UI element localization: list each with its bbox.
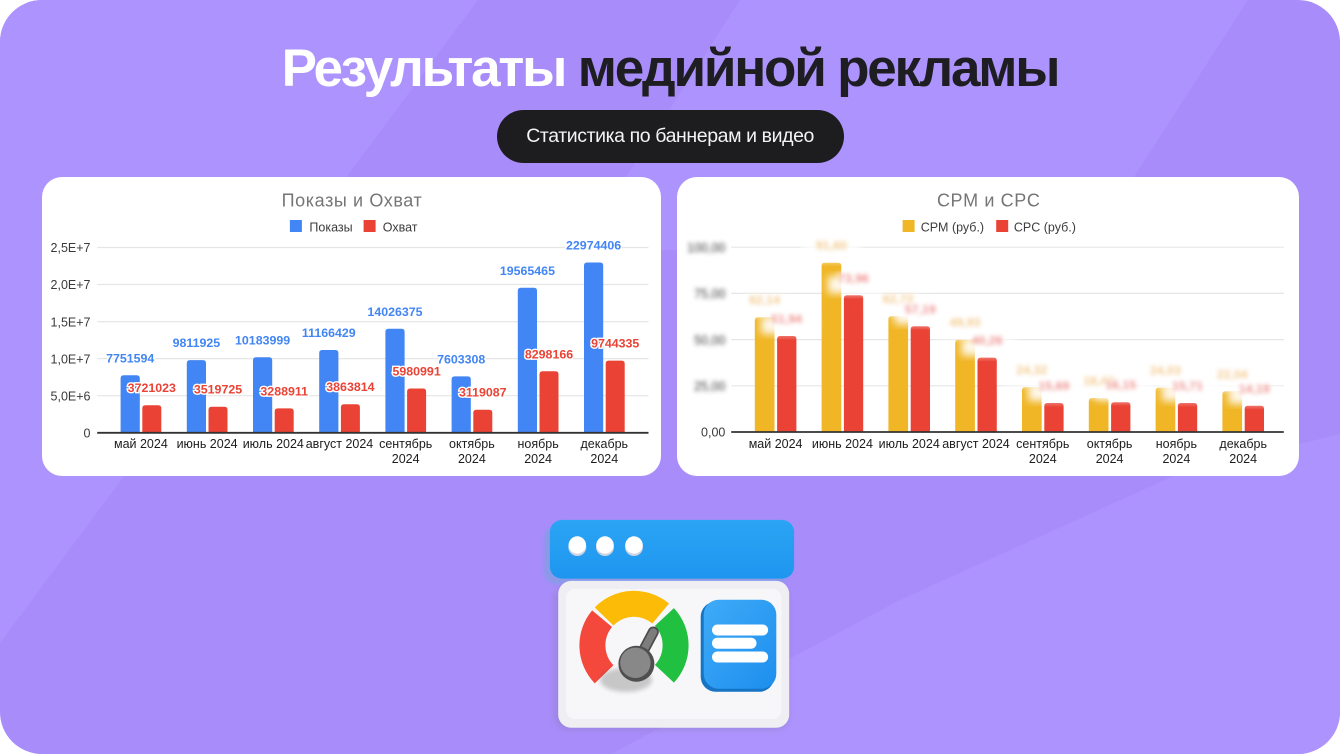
- svg-text:11166429: 11166429: [302, 326, 356, 340]
- svg-text:5980991: 5980991: [392, 365, 440, 379]
- svg-text:22974406: 22974406: [566, 239, 621, 253]
- svg-text:ноябрь: ноябрь: [517, 437, 558, 451]
- svg-text:14026375: 14026375: [367, 305, 422, 319]
- svg-text:24,03: 24,03: [1150, 364, 1181, 378]
- svg-text:ноябрь: ноябрь: [1156, 437, 1197, 451]
- svg-text:3119087: 3119087: [459, 386, 507, 400]
- svg-text:3288911: 3288911: [260, 384, 308, 398]
- svg-text:Показы и Охват: Показы и Охват: [282, 191, 423, 211]
- svg-text:декабрь: декабрь: [1219, 437, 1267, 451]
- svg-text:декабрь: декабрь: [581, 437, 629, 451]
- svg-text:2,0E+7: 2,0E+7: [51, 278, 91, 292]
- svg-text:9744335: 9744335: [591, 337, 639, 351]
- svg-text:июнь 2024: июнь 2024: [812, 437, 873, 451]
- svg-text:2024: 2024: [590, 452, 618, 466]
- svg-text:100,00: 100,00: [687, 241, 725, 255]
- svg-text:CPM и CPC: CPM и CPC: [937, 191, 1040, 211]
- svg-text:май 2024: май 2024: [749, 437, 803, 451]
- svg-text:16,15: 16,15: [1105, 378, 1136, 392]
- svg-text:3519725: 3519725: [194, 383, 242, 397]
- svg-text:май 2024: май 2024: [114, 437, 168, 451]
- svg-text:3721023: 3721023: [128, 381, 176, 395]
- svg-text:18,42: 18,42: [1083, 374, 1114, 388]
- svg-text:14,19: 14,19: [1239, 382, 1270, 396]
- svg-text:Показы: Показы: [309, 220, 352, 234]
- svg-text:62,72: 62,72: [883, 292, 914, 306]
- svg-text:73,96: 73,96: [838, 271, 869, 285]
- svg-text:5,0E+6: 5,0E+6: [51, 389, 91, 403]
- svg-text:62,14: 62,14: [749, 293, 780, 307]
- svg-text:15,69: 15,69: [1038, 379, 1069, 393]
- svg-text:2024: 2024: [1096, 452, 1124, 466]
- svg-text:октябрь: октябрь: [449, 437, 495, 451]
- svg-text:0: 0: [84, 427, 91, 441]
- svg-text:2024: 2024: [1229, 452, 1257, 466]
- svg-text:июнь 2024: июнь 2024: [177, 437, 238, 451]
- svg-text:7603308: 7603308: [437, 352, 485, 366]
- svg-text:2024: 2024: [1029, 452, 1057, 466]
- svg-text:51,94: 51,94: [771, 312, 802, 326]
- svg-text:2024: 2024: [1162, 452, 1190, 466]
- svg-text:75,00: 75,00: [694, 287, 725, 301]
- svg-text:2024: 2024: [392, 452, 420, 466]
- svg-text:2024: 2024: [458, 452, 486, 466]
- svg-text:57,19: 57,19: [905, 302, 936, 316]
- svg-text:август 2024: август 2024: [306, 437, 374, 451]
- svg-text:0,00: 0,00: [701, 426, 725, 440]
- svg-text:CPC (руб.): CPC (руб.): [1014, 220, 1076, 234]
- svg-text:CPM (руб.): CPM (руб.): [921, 220, 984, 234]
- svg-text:сентябрь: сентябрь: [379, 437, 432, 451]
- svg-text:49,93: 49,93: [949, 316, 980, 330]
- svg-text:50,00: 50,00: [694, 333, 725, 347]
- svg-text:22,04: 22,04: [1217, 367, 1248, 381]
- svg-text:19565465: 19565465: [500, 264, 555, 278]
- svg-text:9811925: 9811925: [173, 336, 221, 350]
- svg-text:15,71: 15,71: [1172, 379, 1203, 393]
- svg-text:91,60: 91,60: [816, 239, 847, 253]
- svg-text:1,5E+7: 1,5E+7: [51, 315, 91, 329]
- svg-text:Охват: Охват: [383, 220, 418, 234]
- svg-text:10183999: 10183999: [235, 333, 290, 347]
- svg-text:25,00: 25,00: [694, 380, 725, 394]
- svg-text:июль 2024: июль 2024: [879, 437, 940, 451]
- svg-text:1,0E+7: 1,0E+7: [51, 352, 91, 366]
- svg-text:сентябрь: сентябрь: [1016, 437, 1069, 451]
- svg-text:июль 2024: июль 2024: [243, 437, 304, 451]
- svg-text:40,26: 40,26: [972, 334, 1003, 348]
- svg-text:2024: 2024: [524, 452, 552, 466]
- svg-text:7751594: 7751594: [106, 351, 154, 365]
- svg-text:8298166: 8298166: [525, 347, 573, 361]
- svg-text:24,32: 24,32: [1016, 363, 1047, 377]
- svg-text:3863814: 3863814: [326, 380, 374, 394]
- svg-text:октябрь: октябрь: [1087, 437, 1133, 451]
- svg-text:2,5E+7: 2,5E+7: [51, 241, 91, 255]
- svg-text:август 2024: август 2024: [942, 437, 1010, 451]
